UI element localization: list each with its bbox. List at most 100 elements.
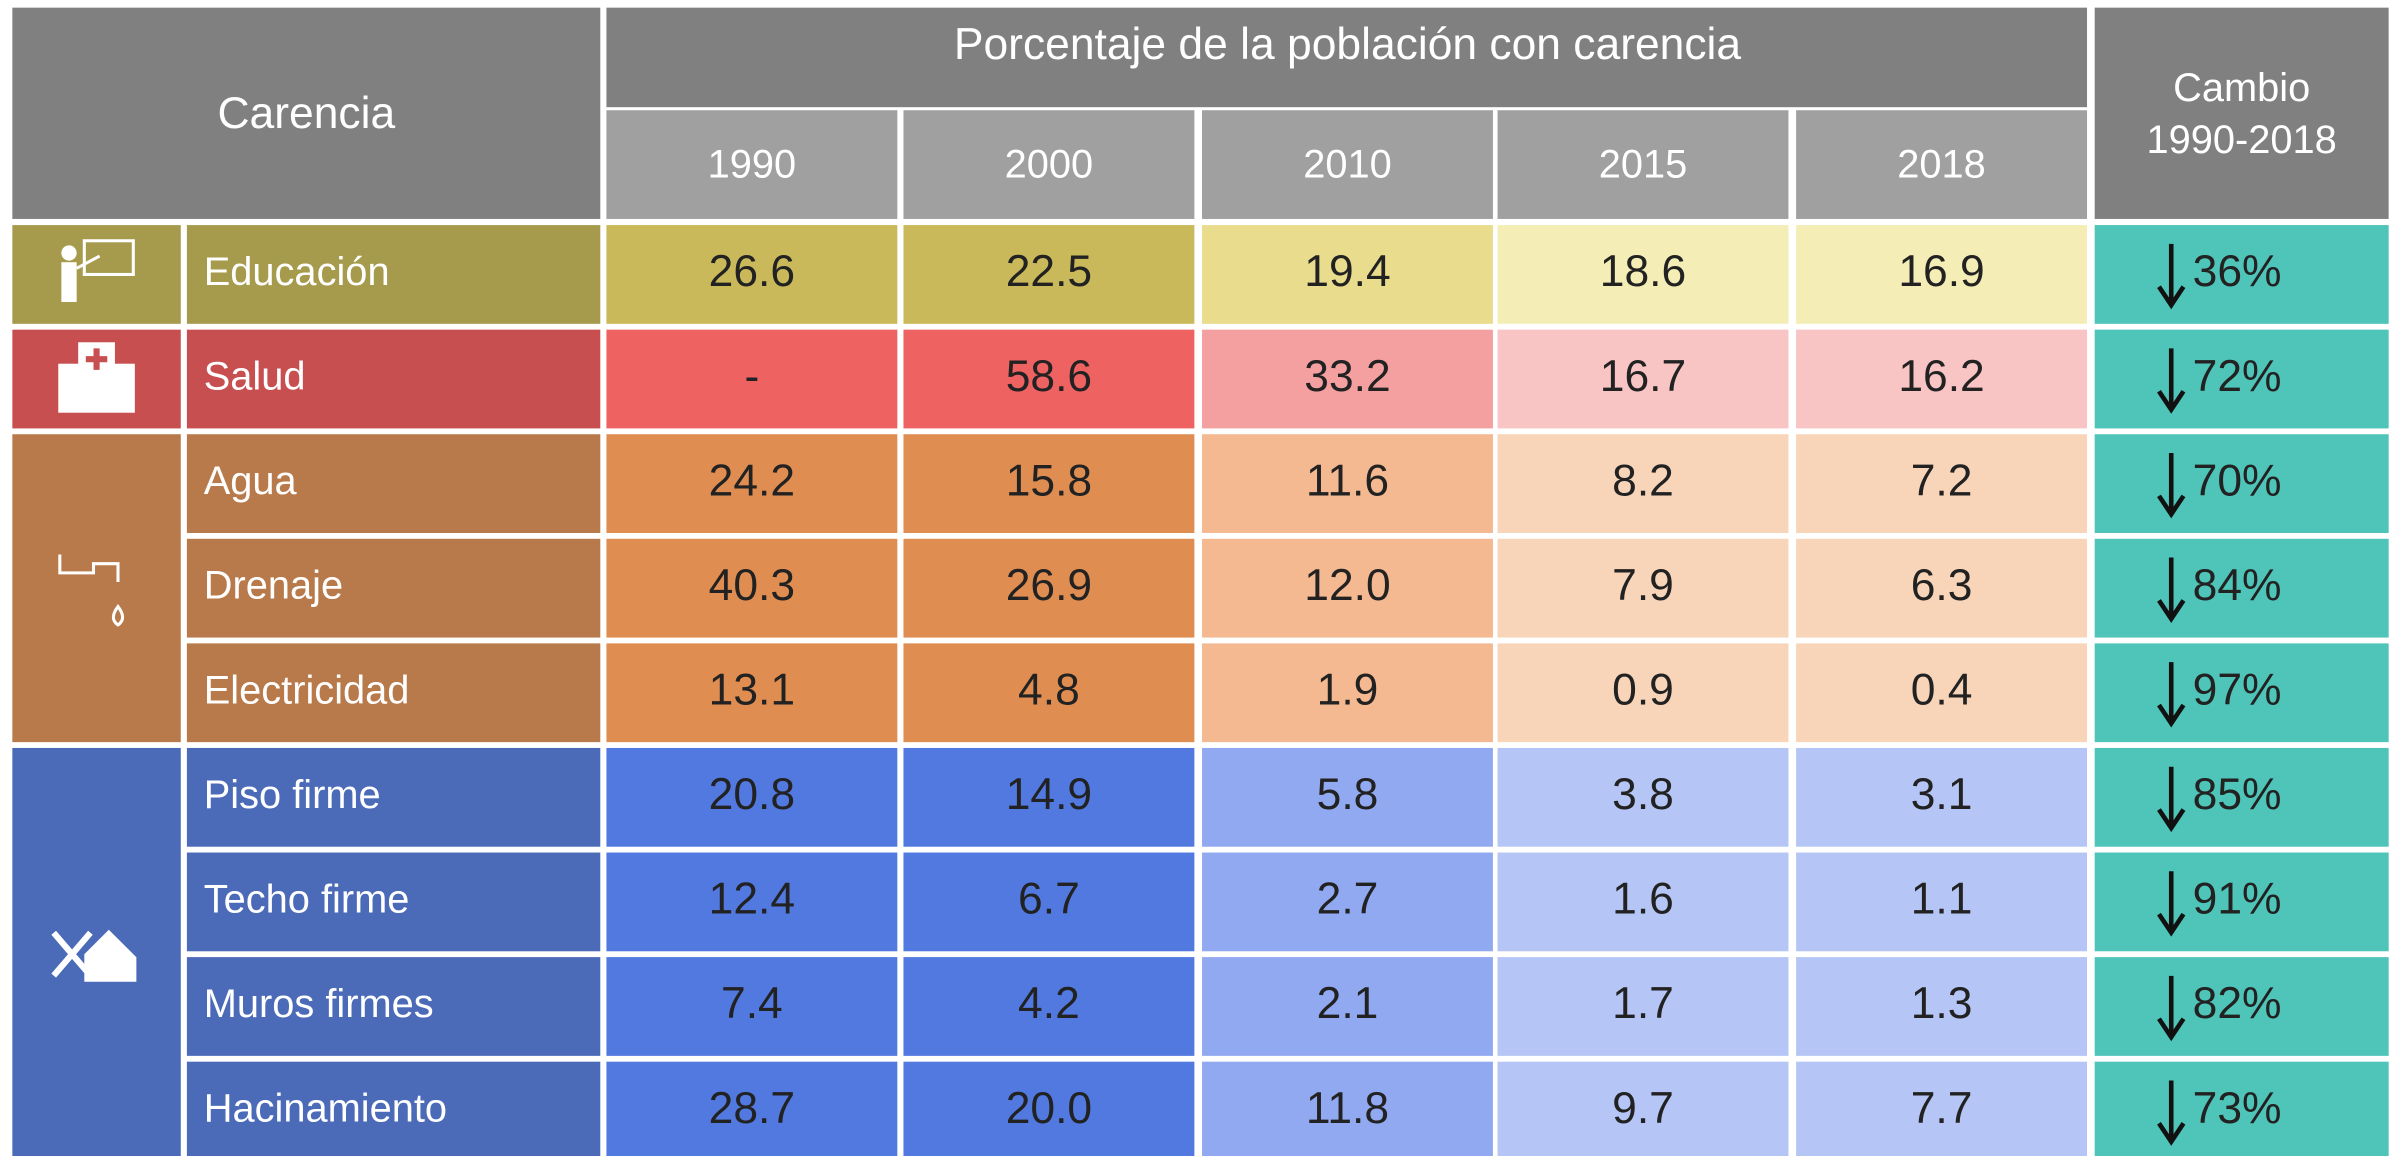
value-cell: [1497, 852, 1789, 952]
down-arrow: [2157, 1080, 2186, 1146]
label-cell: [186, 225, 601, 324]
value-cell: [1796, 957, 2088, 1056]
value-cell: [1497, 434, 1789, 533]
change-value: 82%: [2193, 979, 2282, 1028]
value: 6.7: [1018, 875, 1080, 924]
year-header: 2018: [1897, 142, 1986, 186]
value-cell: [1497, 643, 1789, 743]
down-arrow: [2157, 557, 2186, 623]
value-cell: [903, 434, 1195, 533]
down-arrow: [2157, 766, 2186, 833]
change-cell: [2094, 434, 2389, 533]
value: 4.8: [1018, 665, 1080, 714]
value: 1.9: [1317, 665, 1379, 714]
year-header-cell: [903, 110, 1195, 219]
group-icon: [12, 225, 181, 324]
change-cell: [2094, 225, 2389, 324]
value: 26.9: [1006, 561, 1092, 610]
value: 3.8: [1612, 770, 1674, 819]
value-cell: [1202, 538, 1493, 638]
value: 7.4: [721, 979, 783, 1028]
value: 16.7: [1600, 352, 1686, 401]
value: 12.0: [1304, 561, 1390, 610]
value-cell: [903, 329, 1195, 429]
value: 11.8: [1306, 1084, 1389, 1133]
year-header: 1990: [708, 142, 797, 186]
label-cell: [186, 434, 601, 533]
value: 40.3: [709, 561, 795, 610]
value: 8.2: [1612, 456, 1674, 505]
value-cell: [1796, 1061, 2088, 1156]
value-cell: [1796, 538, 2088, 638]
year-header-cell: [1796, 110, 2088, 219]
row-label: Piso firme: [204, 773, 381, 817]
header-title: Porcentaje de la población con carencia: [954, 20, 1742, 69]
year-header-cell: [1202, 110, 1493, 219]
year-header-cell: [606, 110, 898, 219]
value: -: [744, 352, 759, 401]
row-label: Hacinamiento: [204, 1087, 447, 1131]
value: 16.9: [1898, 247, 1984, 296]
value-cell: [1497, 747, 1789, 847]
value-cell: [606, 225, 898, 324]
value: 20.0: [1006, 1084, 1092, 1133]
value: 2.7: [1317, 875, 1379, 924]
change-value: 91%: [2193, 875, 2282, 924]
value-cell: [903, 538, 1195, 638]
year-header-cell: [1497, 110, 1789, 219]
row-label: Muros firmes: [204, 982, 434, 1026]
value-cell: [1796, 852, 2088, 952]
value: 33.2: [1304, 352, 1390, 401]
value-cell: [903, 852, 1195, 952]
icon: [58, 554, 120, 583]
icon: [82, 239, 135, 276]
icon: [51, 930, 93, 978]
icon: [61, 262, 77, 303]
group-icon: [12, 329, 181, 429]
header-carencia: Carencia: [217, 89, 395, 138]
icon: [111, 604, 125, 627]
value-cell: [1202, 329, 1493, 429]
value-cell: [606, 434, 898, 533]
value-cell: [1796, 747, 2088, 847]
value: 3.1: [1911, 770, 1973, 819]
down-arrow: [2157, 243, 2186, 310]
change-value: 73%: [2193, 1084, 2282, 1133]
value-cell: [1796, 329, 2088, 429]
value: 2.1: [1317, 979, 1379, 1028]
icon: [84, 929, 137, 982]
value: 7.2: [1911, 456, 1973, 505]
value: 18.6: [1600, 247, 1686, 296]
value-cell: [1202, 852, 1493, 952]
value: 19.4: [1304, 247, 1390, 296]
value-cell: [903, 747, 1195, 847]
icon: [75, 254, 101, 270]
label-cell: [186, 329, 601, 429]
label-cell: [186, 1061, 601, 1156]
value-cell: [903, 643, 1195, 743]
change-cell: [2094, 643, 2389, 743]
value: 1.1: [1911, 875, 1973, 924]
label-cell: [186, 643, 601, 743]
value-cell: [606, 852, 898, 952]
label-cell: [186, 957, 601, 1056]
value: 15.8: [1006, 456, 1092, 505]
header-change: Cambio: [2173, 66, 2310, 110]
value-cell: [1497, 538, 1789, 638]
down-arrow: [2157, 662, 2186, 728]
header-cell: [606, 7, 2088, 108]
value: 11.6: [1306, 456, 1389, 505]
year-header: 2010: [1303, 142, 1392, 186]
value-cell: [606, 1061, 898, 1156]
row-label: Drenaje: [204, 564, 343, 608]
icon: [85, 348, 108, 370]
value-cell: [606, 643, 898, 743]
value: 0.9: [1612, 665, 1674, 714]
icon-cell: [12, 434, 181, 743]
change-value: 72%: [2193, 352, 2282, 401]
change-cell: [2094, 747, 2389, 847]
value: 5.8: [1317, 770, 1379, 819]
value: 24.2: [709, 456, 795, 505]
value-cell: [903, 225, 1195, 324]
row-label: Techo firme: [204, 877, 410, 921]
